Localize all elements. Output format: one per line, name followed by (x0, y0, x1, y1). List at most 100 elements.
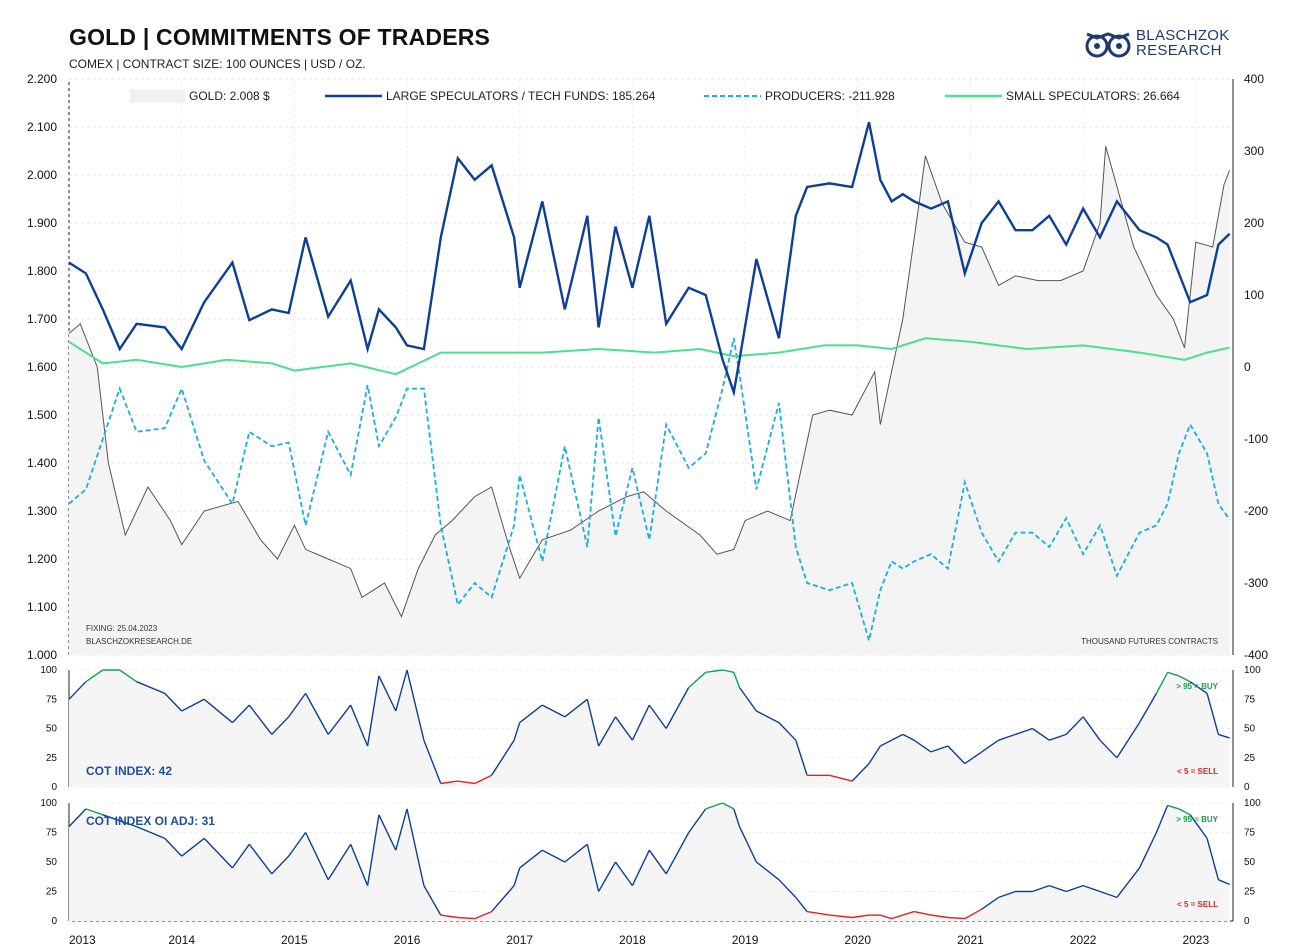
left-tick-label: 1.000 (27, 648, 57, 662)
cot-index-oi-area (69, 803, 1230, 921)
cot-index-left-tick-label: 100 (40, 665, 57, 676)
cot-index-oi-segment (1032, 884, 1050, 893)
legend: GOLD: 2.008 $ LARGE SPECULATORS / TECH F… (130, 89, 1180, 103)
cot-index-oi-segment (1065, 884, 1084, 893)
right-tick-label: 0 (1244, 360, 1251, 374)
cot-index-oi-left-tick-label: 75 (46, 828, 58, 839)
cot-index-right-tick-label: 75 (1244, 694, 1256, 705)
cot1-buy-label: > 95 = BUY (1176, 682, 1218, 691)
cot-index-oi-segment (181, 837, 205, 857)
cot-index-segment (457, 780, 475, 785)
cot-index-oi-segment (829, 914, 853, 919)
cot-index-segment (913, 739, 932, 753)
cot-index-segment (474, 774, 492, 785)
cot-index-segment (1099, 739, 1118, 759)
right-tick-label: -200 (1244, 504, 1268, 518)
cot-index-segment (665, 687, 690, 729)
cot-index-segment (851, 763, 870, 782)
cot-index-left-tick-label: 25 (46, 753, 58, 764)
cot-index-left-tick-label: 75 (46, 694, 58, 705)
cot-index-segment (1138, 693, 1158, 723)
cot-index-segment (756, 710, 780, 724)
cot-index-oi-segment (778, 879, 797, 898)
cot-index-segment (597, 716, 617, 747)
cot-index-oi-left-tick-label: 0 (51, 916, 57, 927)
cot-index-segment (119, 669, 137, 683)
legend-gold-label: GOLD: 2.008 $ (189, 89, 270, 103)
cot-index-segment (541, 704, 566, 718)
cot-index-segment (795, 739, 808, 776)
cot-index-oi-segment (930, 914, 948, 919)
cot-index-left-tick-label: 0 (51, 782, 57, 793)
cot-index-oi-segment (378, 814, 397, 851)
right-tick-label: 100 (1244, 288, 1264, 302)
cot-index-oi-segment (1116, 867, 1141, 898)
cot-index-segment (1178, 675, 1191, 683)
cot-index-segment (1065, 716, 1084, 735)
cot-index-oi-segment (648, 849, 667, 875)
cot-index-segment (164, 692, 183, 712)
cot-index-oi-segment (474, 910, 492, 920)
cot-index-oi-segment (614, 861, 633, 887)
cot-index-segment (304, 693, 329, 735)
x-tick-label: 2018 (619, 933, 646, 947)
cot-index-oi-segment (981, 896, 1000, 910)
cot-index-left-tick-label: 50 (46, 724, 58, 735)
cot-index-oi-right-tick-label: 25 (1244, 887, 1256, 898)
chart-subtitle: COMEX | CONTRACT SIZE: 100 OUNCES | USD … (69, 57, 366, 71)
cot-index-oi-segment (597, 861, 617, 892)
left-tick-label: 1.400 (27, 456, 57, 470)
cot-index-oi-segment (738, 826, 758, 863)
cot-index-oi-segment (491, 885, 515, 913)
cot-index-oi-segment (327, 843, 352, 881)
cot-index-oi-segment (1082, 884, 1101, 893)
cot-index-oi-segment (203, 837, 233, 869)
left-tick-label: 1.800 (27, 264, 57, 278)
x-tick-label: 2022 (1070, 933, 1097, 947)
cot-index-segment (631, 704, 650, 741)
cot-index-oi-segment (733, 808, 741, 827)
cot-index-oi-left-tick-label: 50 (46, 857, 58, 868)
right-tick-label: 200 (1244, 216, 1264, 230)
cot-index-oi-segment (806, 910, 830, 916)
cot-index-oi-segment (231, 843, 250, 869)
cot-index-oi-segment (947, 916, 965, 920)
right-tick-label: -300 (1244, 576, 1268, 590)
large-speculators-line (68, 121, 1231, 397)
cot-index-segment (406, 669, 425, 741)
left-tick-label: 1.300 (27, 504, 57, 518)
gold-price-area (69, 146, 1230, 655)
cot1-sell-label: < 5 = SELL (1177, 767, 1218, 776)
cot-index-oi-segment (288, 832, 307, 857)
cot-index-segment (688, 671, 707, 689)
cot-index-oi-segment (271, 855, 290, 875)
cot-index-segment (1206, 693, 1220, 735)
cot-index-segment (1015, 727, 1033, 736)
cot-index-oi-right-tick-label: 100 (1244, 798, 1261, 809)
cot-index-oi-segment (85, 808, 104, 816)
cot-index-segment (930, 745, 949, 753)
cot-index-oi-segment (1049, 884, 1067, 893)
cot-index-segment (586, 699, 600, 747)
cot-index-segment (868, 745, 881, 764)
cot-index-segment (1049, 733, 1067, 741)
cot-index-oi-segment (248, 843, 273, 875)
cot-index-segment (829, 774, 853, 782)
cot-index-oi-segment (902, 910, 915, 916)
left-tick-label: 1.900 (27, 216, 57, 230)
left-tick-label: 1.200 (27, 552, 57, 566)
cot-index-oi-segment (586, 844, 600, 892)
left-tick-label: 1.500 (27, 408, 57, 422)
cot-index-segment (85, 669, 104, 683)
cot-index-segment (1189, 681, 1208, 694)
cot-index-oi-segment (440, 914, 458, 919)
cot-index-oi-segment (136, 825, 166, 840)
cot-index-right-tick-label: 0 (1244, 782, 1250, 793)
cot-index-segment (366, 675, 380, 747)
left-tick-label: 1.600 (27, 360, 57, 374)
cot-index-oi-segment (891, 914, 904, 920)
left-tick-label: 2.100 (27, 120, 57, 134)
cot-index-segment (181, 698, 205, 712)
fixing-note: FIXING: 25.04.2023 (86, 624, 158, 633)
cot-index-segment (705, 669, 723, 673)
